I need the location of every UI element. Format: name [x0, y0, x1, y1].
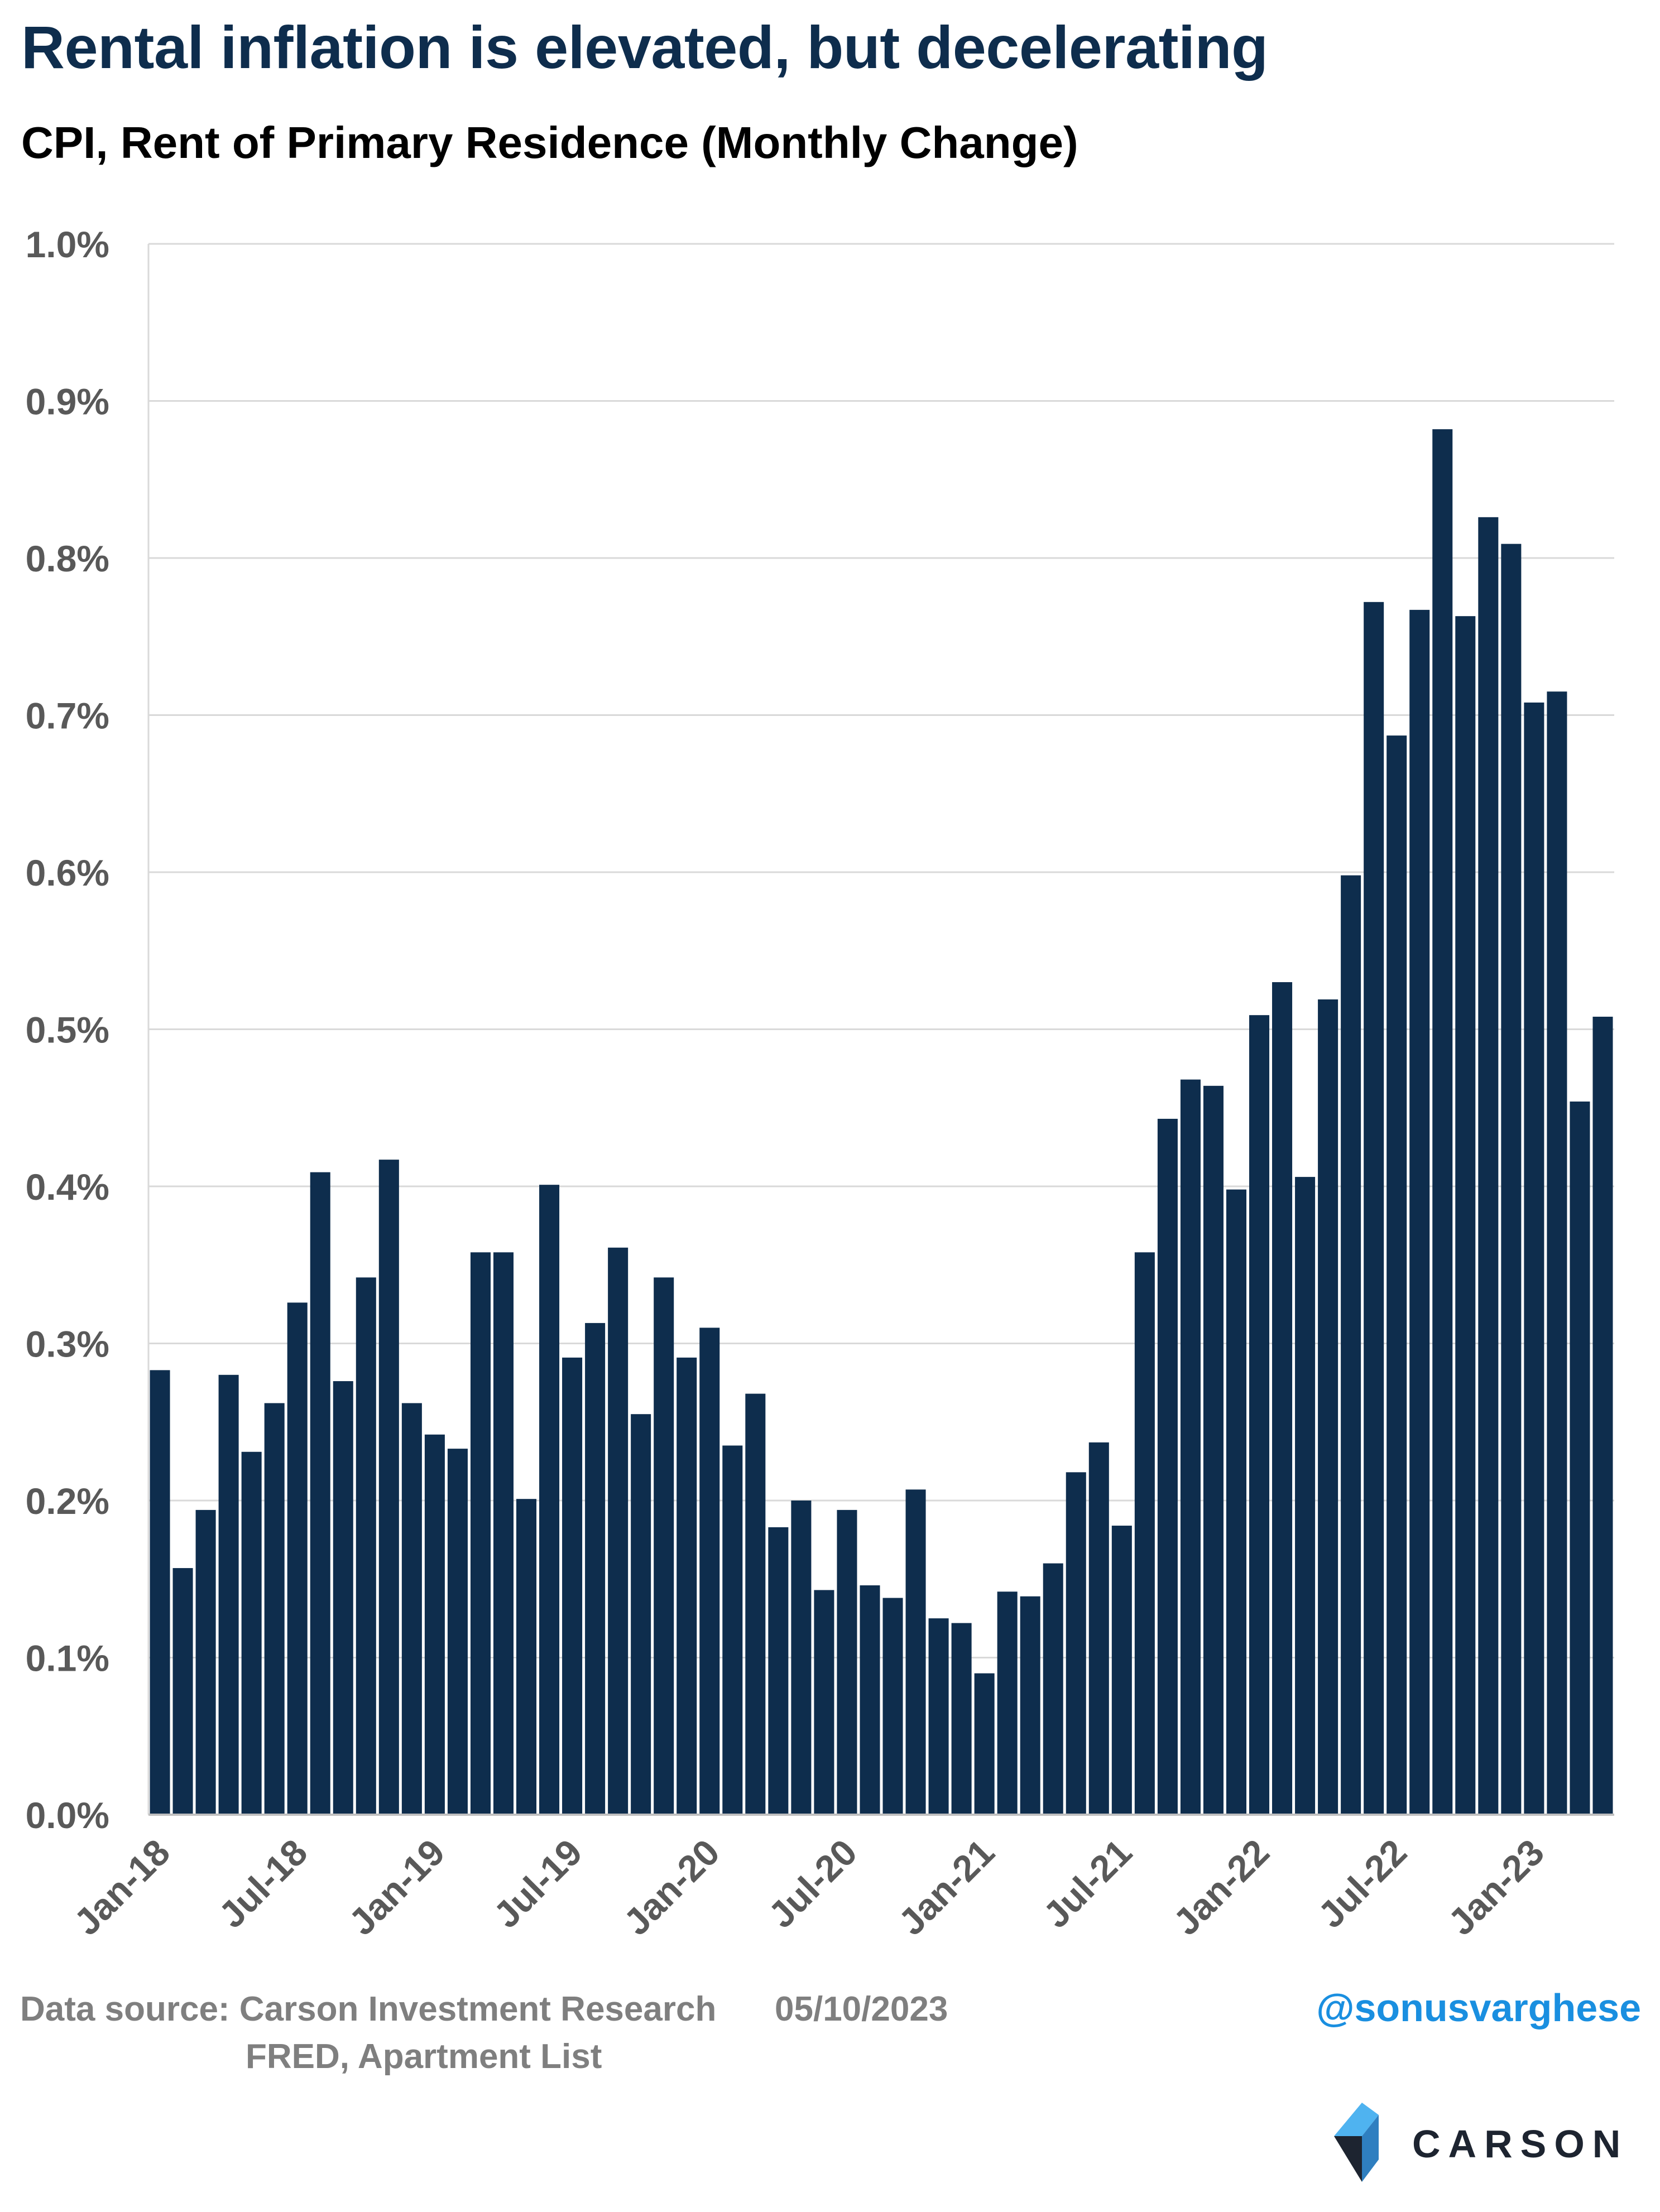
bar-series: [150, 429, 1613, 1815]
chart-title: Rental inflation is elevated, but decele…: [21, 13, 1268, 81]
x-tick-label: Jul-18: [210, 1831, 315, 1936]
x-tick-label: Jan-21: [890, 1831, 1002, 1943]
y-tick-label: 0.4%: [26, 1166, 109, 1208]
x-tick-label: Jul-19: [486, 1831, 590, 1936]
x-tick-label: Jan-20: [616, 1831, 727, 1943]
x-tick-label: Jul-20: [760, 1831, 865, 1936]
bar: [1386, 735, 1407, 1815]
bar: [860, 1585, 880, 1815]
bar: [1111, 1526, 1132, 1815]
data-source-text: Data source: Carson Investment Research: [20, 1990, 717, 2028]
chart-subtitle: CPI, Rent of Primary Residence (Monthly …: [21, 118, 1078, 167]
bar: [928, 1618, 949, 1815]
bar: [1547, 691, 1567, 1815]
bar: [287, 1302, 308, 1815]
bar: [1157, 1118, 1178, 1815]
x-tick-label: Jul-21: [1035, 1831, 1140, 1936]
bar: [539, 1185, 560, 1815]
bar: [699, 1328, 720, 1815]
bar: [1524, 702, 1544, 1815]
bar: [195, 1509, 216, 1815]
bar: [791, 1501, 812, 1815]
bar: [1203, 1085, 1224, 1815]
carson-logo-mark-icon: [1334, 2103, 1379, 2182]
bar: [1043, 1563, 1063, 1815]
bar: [1088, 1442, 1109, 1815]
bar: [1066, 1472, 1086, 1815]
bar: [1478, 517, 1499, 1815]
bar: [1501, 544, 1522, 1815]
y-tick-label: 0.7%: [26, 695, 109, 737]
data-source-text-line2: FRED, Apartment List: [246, 2037, 602, 2076]
bar: [1455, 616, 1476, 1815]
bar: [1341, 875, 1361, 1815]
bar: [768, 1527, 789, 1815]
y-tick-label: 0.5%: [26, 1009, 109, 1051]
y-tick-label: 0.2%: [26, 1480, 109, 1522]
bar: [264, 1403, 285, 1815]
bar: [218, 1374, 239, 1815]
bar: [1318, 999, 1338, 1815]
bar: [1432, 429, 1453, 1815]
bar: [1180, 1079, 1201, 1815]
y-tick-label: 0.1%: [26, 1638, 109, 1679]
bar: [150, 1370, 170, 1815]
bar: [951, 1623, 972, 1815]
bar: [1020, 1596, 1040, 1815]
bar: [1134, 1252, 1155, 1815]
bar: [1226, 1189, 1246, 1815]
bar: [837, 1509, 857, 1815]
bar: [631, 1414, 651, 1815]
bar: [882, 1598, 903, 1815]
y-tick-label: 1.0%: [26, 224, 109, 265]
bar: [1409, 609, 1430, 1815]
bar: [493, 1252, 514, 1815]
author-handle[interactable]: @sonusvarghese: [1316, 1986, 1641, 2030]
bar: [974, 1673, 995, 1815]
bar: [401, 1403, 422, 1815]
bar: [1592, 1016, 1613, 1815]
bar: [310, 1172, 330, 1815]
bar: [814, 1590, 834, 1815]
bar: [378, 1160, 399, 1815]
x-tick-label: Jan-19: [341, 1831, 453, 1943]
bar: [997, 1591, 1018, 1815]
y-tick-label: 0.3%: [26, 1324, 109, 1365]
x-tick-label: Jul-22: [1310, 1831, 1414, 1936]
carson-logo: CARSON: [1323, 2098, 1647, 2187]
bar: [677, 1357, 697, 1815]
bar: [241, 1451, 262, 1815]
bar: [745, 1393, 766, 1815]
bar: [447, 1449, 468, 1815]
bar: [1272, 982, 1293, 1815]
bar: [333, 1381, 353, 1815]
bar: [356, 1277, 376, 1815]
bar: [1295, 1177, 1316, 1815]
x-tick-label: Jan-18: [66, 1831, 177, 1943]
bar: [562, 1357, 583, 1815]
bar: [722, 1445, 743, 1815]
bar: [470, 1252, 491, 1815]
publish-date: 05/10/2023: [775, 1990, 948, 2028]
y-tick-label: 0.9%: [26, 381, 109, 422]
bar: [905, 1489, 926, 1815]
bar: [424, 1434, 445, 1815]
bar: [1364, 602, 1384, 1815]
y-tick-label: 0.0%: [26, 1795, 109, 1836]
bar: [1249, 1015, 1270, 1815]
bar: [608, 1247, 629, 1815]
x-tick-label: Jan-22: [1165, 1831, 1277, 1943]
bar: [172, 1568, 193, 1815]
carson-logo-text: CARSON: [1412, 2122, 1629, 2166]
x-axis-tick-labels: Jan-18 Jul-18 Jan-19 Jul-19 Jan-20 Jul-20 Jan-…: [66, 1831, 1552, 1943]
bar: [654, 1277, 674, 1815]
bar: [585, 1323, 606, 1815]
bar: [1570, 1101, 1590, 1815]
bar: [516, 1499, 537, 1815]
y-tick-label: 0.6%: [26, 852, 109, 893]
y-tick-label: 0.8%: [26, 538, 109, 579]
x-tick-label: Jan-23: [1440, 1831, 1552, 1943]
y-axis-tick-labels: 0.0% 0.1% 0.2% 0.3% 0.4% 0.5% 0.6% 0.7% 0.8% 0.9%…: [26, 224, 109, 1836]
